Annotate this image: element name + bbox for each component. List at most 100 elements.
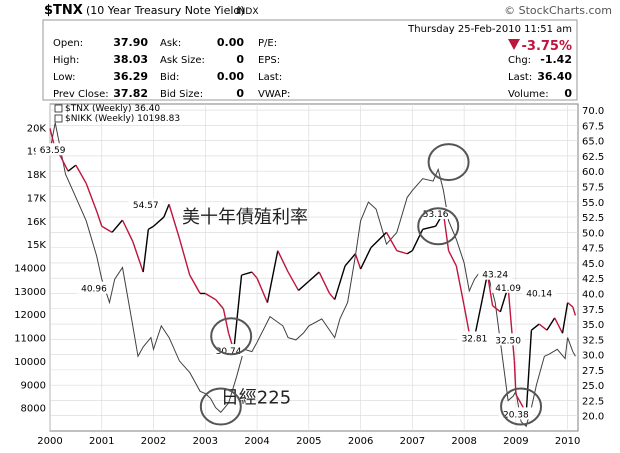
right-axis-tick-label: 25.0 bbox=[582, 381, 604, 392]
tnx-segment bbox=[370, 231, 387, 249]
tnx-segment bbox=[121, 219, 134, 242]
tnx-segment bbox=[554, 317, 564, 334]
left-axis-tick-label: 17K bbox=[27, 193, 47, 204]
right-axis-tick-label: 50.0 bbox=[582, 228, 604, 239]
value-label-bg bbox=[128, 198, 163, 211]
tnx-segment bbox=[222, 308, 230, 334]
value-label-bg bbox=[478, 267, 513, 280]
tnx-segment bbox=[251, 271, 258, 279]
tnx-segment bbox=[95, 210, 103, 227]
highlight-circle bbox=[417, 207, 460, 246]
tnx-segment bbox=[266, 250, 279, 303]
tnx-segment bbox=[256, 277, 269, 303]
right-axis-tick-label: 45.0 bbox=[582, 259, 604, 270]
tnx-segment bbox=[318, 271, 331, 294]
series-line-tnx bbox=[49, 128, 577, 414]
right-axis-tick-label: 60.0 bbox=[582, 167, 604, 178]
value-label-bg bbox=[418, 207, 453, 220]
tnx-segment bbox=[215, 299, 224, 310]
quote-value: 37.82 bbox=[113, 87, 148, 100]
tnx-segment bbox=[538, 323, 548, 331]
symbol-label: $TNX bbox=[44, 3, 83, 18]
plot-frame bbox=[49, 103, 579, 432]
x-axis-tick-label: 2005 bbox=[296, 436, 321, 447]
quote-label: Last: bbox=[508, 72, 532, 83]
quote-label: EPS: bbox=[258, 55, 280, 66]
highlight-circle bbox=[427, 143, 470, 182]
value-label-bg bbox=[522, 286, 557, 299]
tnx-segment bbox=[59, 155, 69, 172]
x-axis-tick-label: 2003 bbox=[193, 436, 218, 447]
quote-label: Ask Size: bbox=[160, 55, 205, 66]
x-axis-tick-label: 2007 bbox=[400, 436, 425, 447]
legend: $TNX (Weekly) 36.40$NIKK (Weekly) 10198.… bbox=[54, 104, 180, 124]
symbol-name: (10 Year Treasury Note Yield) bbox=[86, 4, 245, 17]
tnx-segment bbox=[147, 225, 154, 230]
quote-label: Ask: bbox=[160, 38, 181, 49]
x-axis-tick-label: 2006 bbox=[348, 436, 373, 447]
right-axis-tick-label: 40.0 bbox=[582, 289, 604, 300]
tnx-segment bbox=[473, 299, 483, 338]
left-axis-tick-label: 16K bbox=[27, 217, 47, 228]
quote-value: 36.29 bbox=[113, 70, 148, 83]
quote-value: 0 bbox=[236, 87, 244, 100]
right-axis-tick-label: 20.0 bbox=[582, 412, 604, 423]
down-arrow-icon bbox=[508, 39, 520, 50]
tnx-segment bbox=[525, 330, 533, 414]
tnx-segment bbox=[189, 274, 201, 294]
tnx-segment bbox=[153, 216, 165, 227]
tnx-segment bbox=[277, 250, 289, 273]
right-axis-tick-label: 62.5 bbox=[582, 152, 604, 163]
exchange-label: INDX bbox=[236, 7, 258, 17]
tnx-segment bbox=[142, 229, 150, 273]
left-axis-tick-label: 12000 bbox=[14, 310, 46, 321]
quote-label: Bid Size: bbox=[160, 89, 203, 100]
tnx-segment bbox=[233, 275, 243, 351]
tnx-segment bbox=[567, 302, 574, 308]
tnx-segment bbox=[463, 305, 470, 334]
quote-fields: Open: 37.90 High: 38.03 Low: 36.29 Prev Close:… bbox=[53, 36, 572, 100]
tnx-segment bbox=[411, 228, 424, 251]
left-axis-tick-label: 15K bbox=[27, 240, 47, 251]
x-axis-tick-label: 2002 bbox=[141, 436, 166, 447]
highlight-circle bbox=[199, 387, 242, 426]
left-axis-tick-label: 11000 bbox=[14, 334, 46, 345]
quote-label: Low: bbox=[53, 72, 76, 83]
value-label-bg bbox=[457, 331, 492, 344]
tnx-segment bbox=[492, 305, 501, 313]
quote-label: Last: bbox=[258, 72, 282, 83]
value-label: 54.57 bbox=[133, 201, 159, 211]
left-axis-tick-label: 20K bbox=[27, 123, 47, 134]
tnx-segment bbox=[67, 164, 77, 172]
right-axis-tick-label: 47.5 bbox=[582, 244, 604, 255]
tnx-segment bbox=[204, 292, 217, 301]
tnx-segment bbox=[101, 225, 113, 233]
value-label: 53.16 bbox=[423, 210, 449, 220]
quote-label: Bid: bbox=[160, 72, 179, 83]
x-axis-tick-label: 2009 bbox=[503, 436, 528, 447]
quote-value: 0 bbox=[236, 53, 244, 66]
tnx-segment bbox=[308, 271, 320, 282]
right-axis-tick-label: 27.5 bbox=[582, 366, 604, 377]
right-axis-tick-label: 22.5 bbox=[582, 396, 604, 407]
left-axis-tick-label: 18K bbox=[27, 170, 47, 181]
tnx-segment bbox=[168, 204, 181, 239]
value-label: 40.96 bbox=[81, 285, 107, 295]
value-label-bg bbox=[35, 143, 70, 156]
quote-value: 38.03 bbox=[113, 53, 148, 66]
right-axis-tick-label: 32.5 bbox=[582, 335, 604, 346]
value-label-bg bbox=[498, 407, 533, 420]
value-label: 30.74 bbox=[216, 347, 242, 357]
change-pct: -3.75% bbox=[522, 39, 573, 54]
tnx-segment bbox=[572, 306, 577, 316]
legend-label: $TNX (Weekly) 36.40 bbox=[65, 104, 160, 114]
tnx-segment bbox=[75, 164, 87, 184]
quote-value: -1.42 bbox=[540, 53, 572, 66]
quote-label: Chg: bbox=[508, 55, 531, 66]
right-axis-tick-label: 55.0 bbox=[582, 198, 604, 209]
x-axis-tick-label: 2010 bbox=[555, 436, 580, 447]
series-line-nikk bbox=[49, 122, 576, 428]
right-axis-tick-label: 52.5 bbox=[582, 213, 604, 224]
legend-label: $NIKK (Weekly) 10198.83 bbox=[65, 114, 180, 124]
